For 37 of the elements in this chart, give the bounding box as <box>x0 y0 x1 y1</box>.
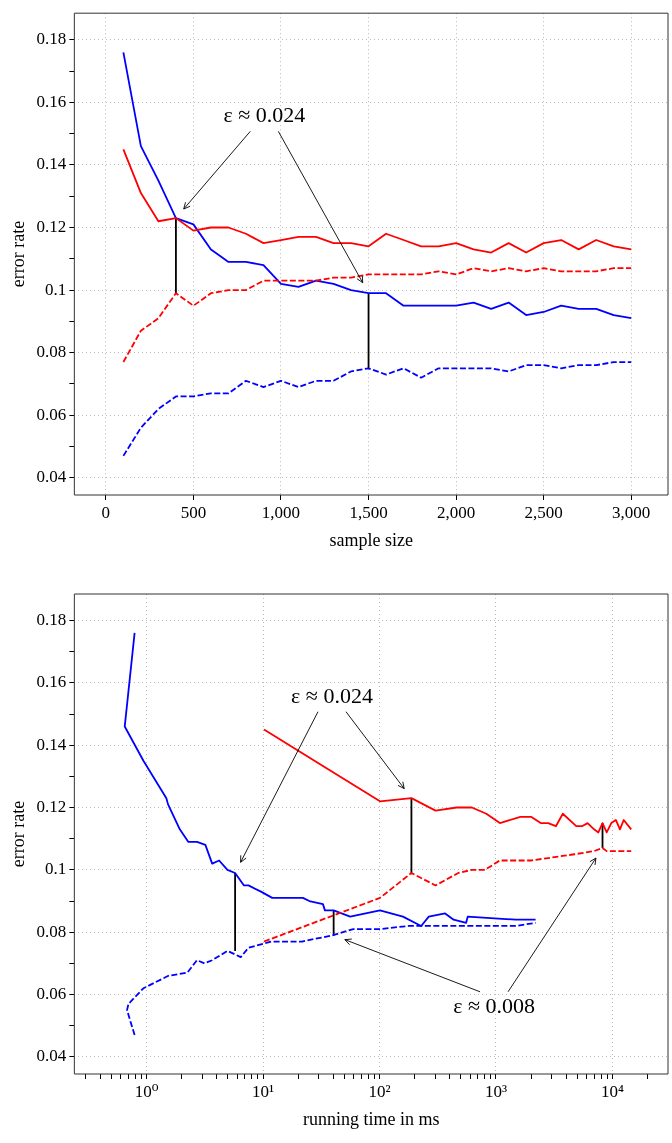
line-series <box>122 267 633 363</box>
x-tick-label: 3,000 <box>612 502 651 522</box>
y-tick-label: 0.06 <box>36 983 67 1003</box>
x-tick-label: 2,000 <box>436 502 476 522</box>
y-axis-title: error rate <box>7 800 28 868</box>
y-tick-label: 0.16 <box>36 91 67 111</box>
annotation: ε ≈ 0.024 <box>223 102 306 128</box>
y-tick-label: 0.1 <box>45 279 67 299</box>
x-tick-label: 1,500 <box>349 502 388 522</box>
y-tick-label: 0.12 <box>36 796 67 816</box>
y-tick-label: 0.12 <box>36 216 67 236</box>
y-tick-label: 0.08 <box>36 921 67 941</box>
x-tick-label: 500 <box>180 502 207 522</box>
line-series <box>122 361 633 457</box>
x-tick-label: 10⁰ <box>134 1081 159 1101</box>
y-axis-title: error rate <box>7 220 28 288</box>
annotation: ε ≈ 0.008 <box>453 992 535 1018</box>
x-tick-label: 10² <box>368 1081 391 1101</box>
x-tick-label: 10⁴ <box>600 1081 624 1101</box>
x-tick-label: 10¹ <box>251 1081 275 1101</box>
x-tick-label: 1,000 <box>261 502 301 522</box>
y-tick-label: 0.14 <box>36 734 67 754</box>
y-tick-label: 0.16 <box>36 672 67 692</box>
y-tick-label: 0.04 <box>36 1046 67 1066</box>
x-tick-label: 0 <box>101 502 111 522</box>
y-tick-label: 0.14 <box>36 154 67 174</box>
x-tick-label: 2,500 <box>524 502 563 522</box>
x-axis-title: sample size <box>329 529 413 550</box>
annotation: ε ≈ 0.024 <box>291 682 373 708</box>
y-tick-label: 0.1 <box>45 859 67 879</box>
y-tick-label: 0.18 <box>36 609 67 629</box>
x-tick-label: 10³ <box>484 1081 508 1101</box>
y-tick-label: 0.18 <box>36 29 67 49</box>
y-tick-label: 0.08 <box>36 342 67 362</box>
x-axis-title: running time in ms <box>302 1108 440 1129</box>
y-tick-label: 0.04 <box>36 467 67 487</box>
y-tick-label: 0.06 <box>36 404 67 424</box>
